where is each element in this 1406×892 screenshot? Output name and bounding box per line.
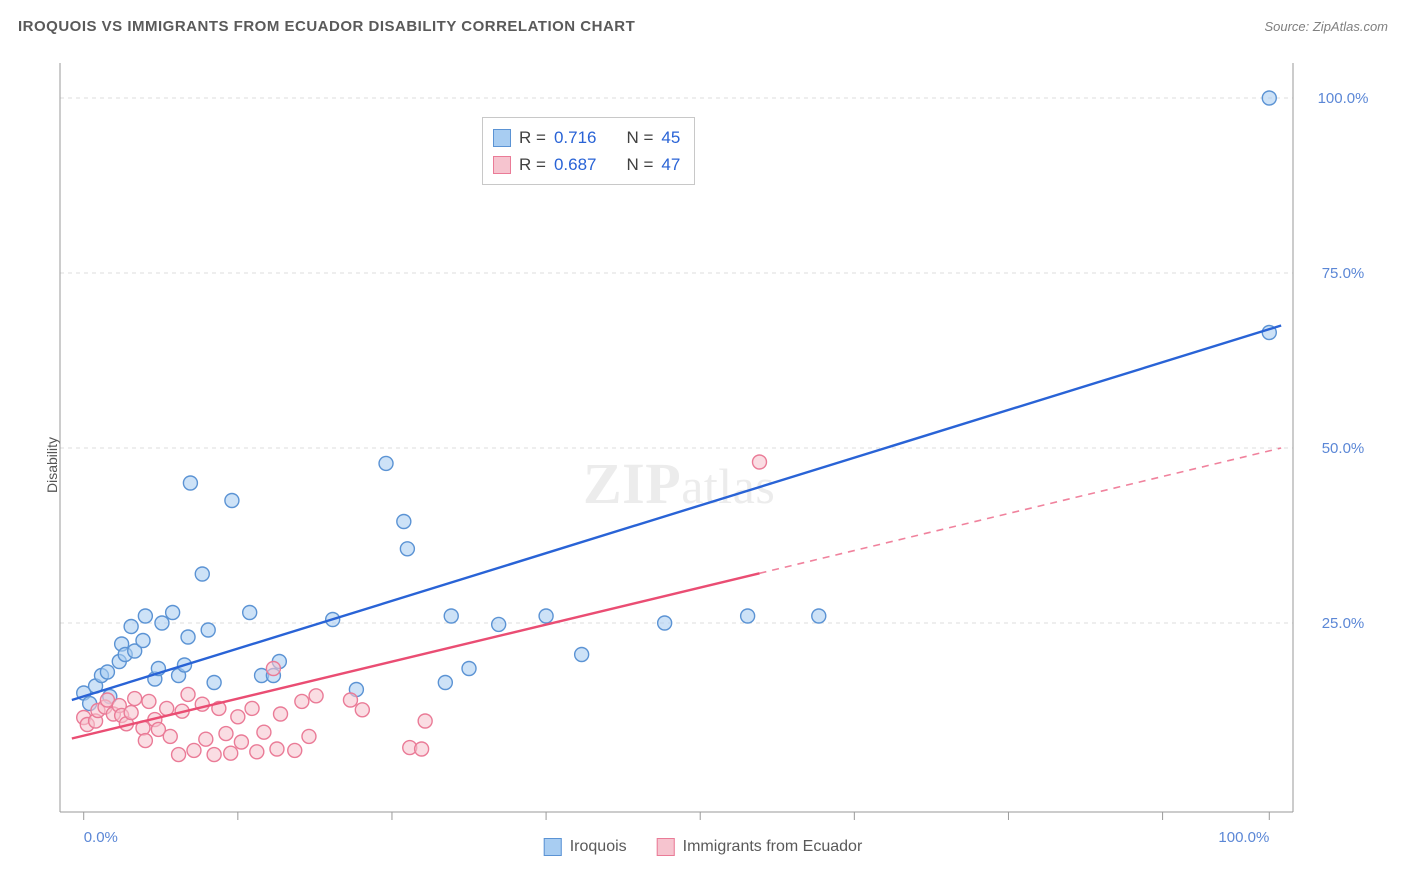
series-swatch (493, 129, 511, 147)
chart-title: IROQUOIS VS IMMIGRANTS FROM ECUADOR DISA… (18, 18, 635, 35)
source-attribution: Source: ZipAtlas.com (1264, 19, 1388, 34)
series-legend: Iroquois Immigrants from Ecuador (544, 838, 863, 856)
stat-r-label: R = (519, 124, 546, 151)
stat-r-label: R = (519, 151, 546, 178)
chart-header: IROQUOIS VS IMMIGRANTS FROM ECUADOR DISA… (18, 18, 1388, 35)
legend-label: Immigrants from Ecuador (683, 838, 863, 856)
stat-n-label: N = (626, 124, 653, 151)
svg-text:75.0%: 75.0% (1322, 265, 1365, 282)
legend-swatch (544, 838, 562, 856)
correlation-stats-box: R = 0.716 N = 45 R = 0.687 N = 47 (482, 117, 695, 185)
series-swatch (493, 156, 511, 174)
scatter-chart: 25.0% 50.0% 75.0% 100.0% 0.0% 100.0% (18, 55, 1388, 874)
svg-text:100.0%: 100.0% (1218, 829, 1269, 846)
stats-row: R = 0.716 N = 45 (493, 124, 680, 151)
legend-label: Iroquois (570, 838, 627, 856)
stat-n-value: 47 (661, 151, 680, 178)
stat-n-label: N = (626, 151, 653, 178)
legend-item: Iroquois (544, 838, 627, 856)
stat-r-value: 0.716 (554, 124, 597, 151)
chart-container: Disability ZIPatlas 25.0%50.0%75.0%100.0… (18, 55, 1388, 874)
legend-swatch (657, 838, 675, 856)
svg-text:25.0%: 25.0% (1322, 615, 1365, 632)
svg-text:100.0%: 100.0% (1318, 90, 1369, 107)
stat-r-value: 0.687 (554, 151, 597, 178)
stat-n-value: 45 (661, 124, 680, 151)
svg-text:50.0%: 50.0% (1322, 440, 1365, 457)
svg-text:0.0%: 0.0% (84, 829, 118, 846)
legend-item: Immigrants from Ecuador (657, 838, 863, 856)
stats-row: R = 0.687 N = 47 (493, 151, 680, 178)
